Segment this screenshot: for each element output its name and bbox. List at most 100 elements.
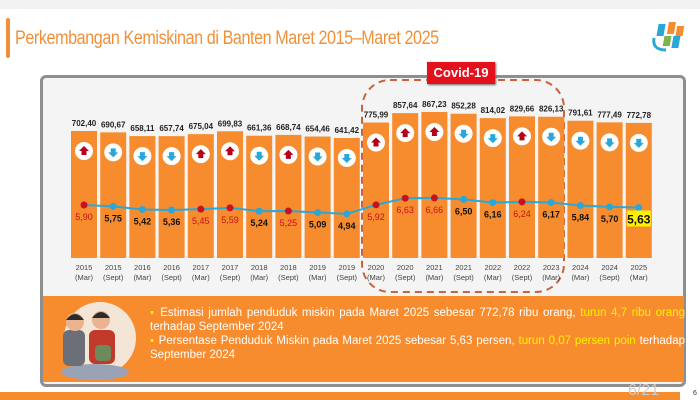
bar-value-label: 668,74 <box>276 123 301 132</box>
up-arrow-icon <box>283 149 294 159</box>
percentage-label: 6,63 <box>396 205 414 215</box>
percentage-label: 5,75 <box>104 213 122 223</box>
summary-box <box>43 296 684 382</box>
bullet-1-text: Estimasi jumlah penduduk miskin pada Mar… <box>160 307 581 319</box>
x-tick-period: (Sept) <box>395 273 416 282</box>
x-tick-year: 2023 <box>543 263 560 272</box>
bullet-2-highlight: turun 0,07 persen poin <box>518 335 636 347</box>
x-tick-year: 2020 <box>368 263 385 272</box>
down-arrow-icon <box>166 152 177 162</box>
page-title: Perkembangan Kemiskinan di Banten Maret … <box>15 28 439 49</box>
x-tick-period: (Mar) <box>542 273 560 282</box>
title-accent <box>6 18 10 58</box>
percentage-point <box>430 194 438 202</box>
x-tick-period: (Sept) <box>103 273 124 282</box>
percentage-point <box>284 207 292 215</box>
bar-value-label: 657,74 <box>159 124 184 133</box>
page-number-small: 6 <box>693 390 697 397</box>
percentage-label: 4,94 <box>338 221 356 231</box>
percentage-label: 5,70 <box>601 214 619 224</box>
percentage-label: 5,63 <box>627 213 651 227</box>
bar-value-label: 690,67 <box>101 120 126 129</box>
x-tick-year: 2025 <box>630 263 647 272</box>
bar-value-label: 658,11 <box>130 124 155 133</box>
bar-value-label: 829,66 <box>510 104 535 113</box>
up-arrow-icon <box>371 137 381 147</box>
percentage-label: 5,84 <box>572 213 590 223</box>
bullet-1-highlight: turun 4,7 ribu orang <box>580 307 686 319</box>
bullet-2-end: terhadap September 2024 <box>150 335 685 361</box>
bar-value-label: 867,23 <box>422 100 447 109</box>
percentage-label: 5,42 <box>134 216 152 226</box>
x-tick-period: (Mar) <box>425 273 443 282</box>
x-tick-period: (Sept) <box>220 273 241 282</box>
bar-value-label: 699,83 <box>218 119 243 128</box>
percentage-point <box>606 203 614 211</box>
x-tick-year: 2017 <box>222 263 239 272</box>
x-tick-period: (Mar) <box>367 273 385 282</box>
percentage-label: 5,92 <box>367 212 385 222</box>
bar-value-label: 772,78 <box>627 111 652 120</box>
percentage-label: 6,24 <box>513 209 531 219</box>
up-arrow-icon <box>517 131 527 141</box>
up-arrow-icon <box>225 146 235 156</box>
x-tick-period: (Sept) <box>512 273 533 282</box>
footer-bar <box>0 392 680 400</box>
percentage-label: 5,25 <box>280 218 298 228</box>
percentage-point <box>314 209 322 217</box>
down-arrow-icon <box>458 129 469 139</box>
summary-bullets: ▪ Estimasi jumlah penduduk miskin pada M… <box>150 306 685 362</box>
x-tick-year: 2024 <box>601 263 618 272</box>
x-tick-period: (Mar) <box>75 273 93 282</box>
percentage-label: 6,50 <box>455 206 473 216</box>
covid-label: Covid-19 <box>427 62 495 84</box>
percentage-point <box>401 194 409 202</box>
children-illustration <box>61 302 136 380</box>
up-arrow-icon <box>79 146 89 156</box>
percentage-point <box>372 201 380 209</box>
x-tick-year: 2020 <box>397 263 414 272</box>
bps-logo-icon <box>652 22 685 52</box>
page-number: 6/21 <box>628 382 660 399</box>
x-tick-period: (Sept) <box>337 273 358 282</box>
x-tick-year: 2019 <box>338 263 355 272</box>
percentage-label: 5,24 <box>250 218 268 228</box>
percentage-point <box>460 195 468 203</box>
bullet-1-end: terhadap September 2024 <box>150 321 284 333</box>
percentage-label: 5,59 <box>221 215 239 225</box>
x-tick-year: 2019 <box>309 263 326 272</box>
down-arrow-icon <box>487 134 498 144</box>
bar-value-label: 775,99 <box>364 111 389 120</box>
x-tick-period: (Mar) <box>484 273 502 282</box>
x-tick-period: (Mar) <box>133 273 151 282</box>
bar-value-label: 826,13 <box>539 105 564 114</box>
x-tick-year: 2015 <box>105 263 122 272</box>
x-tick-year: 2016 <box>134 263 151 272</box>
top-bar <box>0 0 700 9</box>
x-tick-period: (Mar) <box>250 273 268 282</box>
x-tick-period: (Mar) <box>571 273 589 282</box>
percentage-point <box>80 201 88 209</box>
percentage-label: 5,36 <box>163 217 181 227</box>
down-arrow-icon <box>633 138 644 148</box>
percentage-label: 6,16 <box>484 210 502 220</box>
percentage-point <box>489 199 497 207</box>
x-tick-year: 2018 <box>280 263 297 272</box>
percentage-point <box>138 205 146 213</box>
percentage-point <box>635 204 643 212</box>
up-arrow-icon <box>195 149 206 159</box>
x-tick-year: 2015 <box>76 263 93 272</box>
percentage-point <box>109 202 117 210</box>
bar-value-label: 777,49 <box>597 110 622 119</box>
down-arrow-icon <box>604 138 615 148</box>
bullet-poverty-percentage: ▪ Persentase Penduduk Miskin pada Maret … <box>150 335 685 361</box>
percentage-point <box>226 204 234 212</box>
down-arrow-icon <box>108 148 119 158</box>
bar-value-label: 857,64 <box>393 101 418 110</box>
x-tick-period: (Sept) <box>161 273 182 282</box>
percentage-point <box>168 206 176 214</box>
down-arrow-icon <box>575 136 586 146</box>
down-arrow-icon <box>254 151 265 161</box>
percentage-label: 5,90 <box>75 212 93 222</box>
